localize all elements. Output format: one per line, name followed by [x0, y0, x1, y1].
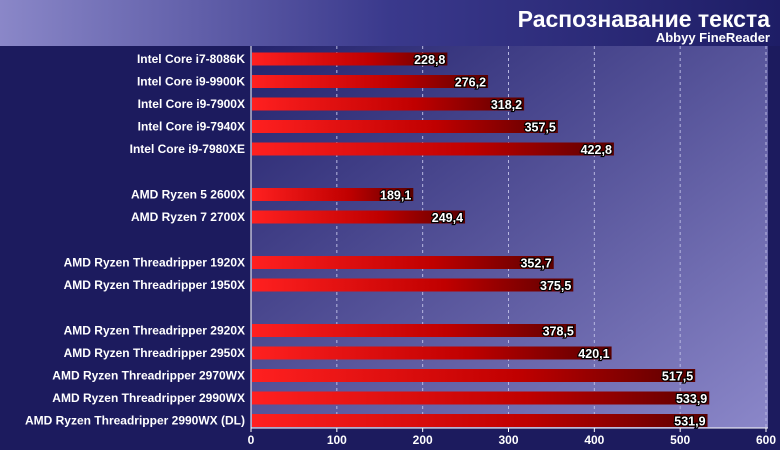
tick-label: 500: [670, 433, 690, 447]
category-label: Intel Core i9-7980XE: [130, 142, 245, 156]
tick-label: 0: [248, 433, 255, 447]
value-label: 422,8: [581, 143, 612, 157]
value-label: 420,1: [578, 347, 609, 361]
value-label: 375,5: [540, 279, 571, 293]
bar-series: [252, 52, 710, 427]
header-band: [0, 0, 780, 46]
value-label: 378,5: [543, 325, 574, 339]
value-label: 249,4: [432, 211, 463, 225]
value-label: 531,9: [674, 415, 705, 429]
value-label: 276,2: [455, 76, 486, 90]
chart-subtitle: Abbyy FineReader: [656, 30, 770, 45]
value-label: 228,8: [414, 53, 445, 67]
value-label: 189,1: [380, 189, 411, 203]
bar: [252, 52, 448, 66]
category-label: Intel Core i9-7940X: [138, 120, 245, 134]
category-label: Intel Core i9-7900X: [138, 97, 245, 111]
chart-title: Распознавание текста: [518, 6, 771, 32]
category-label: AMD Ryzen Threadripper 2990WX: [52, 391, 245, 405]
category-label: AMD Ryzen 7 2700X: [131, 210, 245, 224]
category-label: AMD Ryzen Threadripper 1950X: [64, 278, 245, 292]
bar: [252, 391, 710, 405]
category-labels: Intel Core i7-8086K Intel Core i9-9900K In…: [25, 52, 245, 428]
bar: [252, 369, 696, 382]
tick-label: 600: [756, 433, 776, 447]
bar: [252, 142, 614, 156]
value-label: 517,5: [662, 370, 693, 384]
category-label: AMD Ryzen Threadripper 2970WX: [52, 369, 245, 383]
value-label: 318,2: [491, 98, 522, 112]
category-label: AMD Ryzen Threadripper 1920X: [64, 256, 245, 270]
tick-label: 400: [584, 433, 604, 447]
tick-label: 200: [413, 433, 433, 447]
tick-label: 300: [498, 433, 518, 447]
bar: [252, 414, 708, 427]
value-label: 352,7: [520, 257, 551, 271]
bar: [252, 75, 489, 88]
bar: [252, 256, 554, 269]
category-label: Intel Core i7-8086K: [137, 52, 245, 66]
value-label: 533,9: [676, 392, 707, 406]
bar: [252, 278, 574, 292]
x-axis-ticks: 0 100 200 300 400 500 600: [248, 428, 776, 447]
category-label: AMD Ryzen Threadripper 2950X: [64, 346, 245, 360]
category-label: AMD Ryzen Threadripper 2920X: [64, 324, 245, 338]
bar: [252, 97, 525, 111]
bar: [252, 346, 612, 360]
category-label: AMD Ryzen 5 2600X: [131, 188, 245, 202]
bar: [252, 188, 414, 201]
bar: [252, 120, 558, 133]
bar: [252, 324, 576, 337]
category-label: Intel Core i9-9900K: [137, 75, 245, 89]
category-label: AMD Ryzen Threadripper 2990WX (DL): [25, 414, 245, 428]
bar: [252, 210, 466, 224]
tick-label: 100: [327, 433, 347, 447]
value-label: 357,5: [525, 121, 556, 135]
